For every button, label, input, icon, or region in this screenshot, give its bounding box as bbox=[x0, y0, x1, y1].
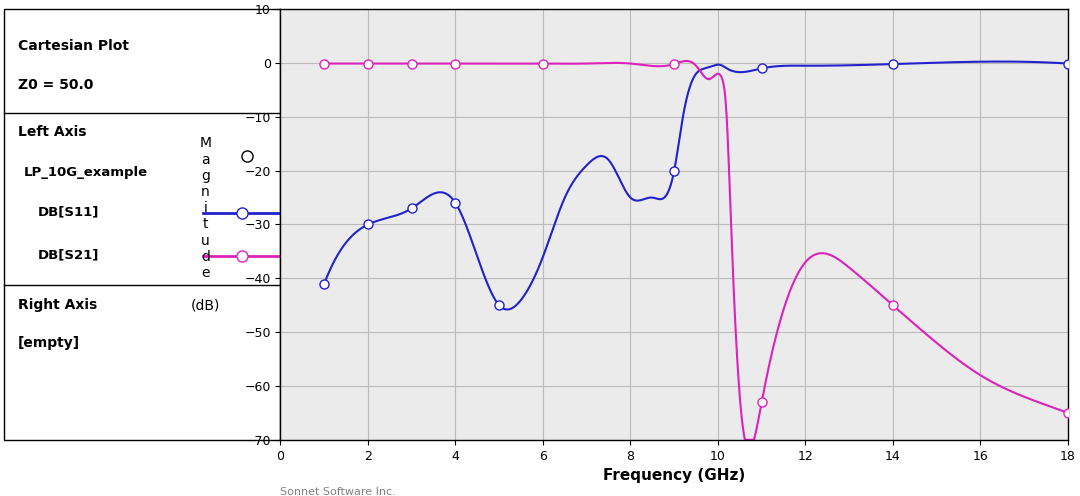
Text: Sonnet Software Inc.: Sonnet Software Inc. bbox=[281, 487, 396, 496]
Text: [empty]: [empty] bbox=[18, 336, 80, 351]
Text: DB[S21]: DB[S21] bbox=[38, 248, 98, 261]
Text: LP_10G_example: LP_10G_example bbox=[24, 166, 148, 180]
Text: Z0 = 50.0: Z0 = 50.0 bbox=[18, 78, 93, 92]
Text: Right Axis: Right Axis bbox=[18, 298, 97, 311]
X-axis label: Frequency (GHz): Frequency (GHz) bbox=[603, 468, 745, 483]
Text: Cartesian Plot: Cartesian Plot bbox=[18, 39, 129, 53]
Y-axis label: M
a
g
n
i
t
u
d
e

(dB): M a g n i t u d e (dB) bbox=[191, 136, 220, 312]
Text: Left Axis: Left Axis bbox=[18, 125, 86, 139]
Text: DB[S11]: DB[S11] bbox=[38, 205, 98, 218]
